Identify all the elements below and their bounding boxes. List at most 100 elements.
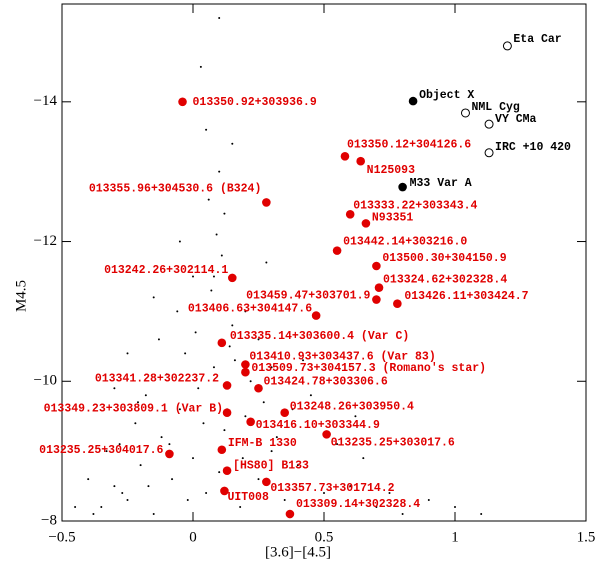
- point: [332, 246, 342, 255]
- point: [212, 366, 215, 369]
- point-label: UIT008: [227, 491, 269, 504]
- point: [231, 142, 234, 145]
- point: [207, 198, 210, 201]
- point: [134, 422, 137, 425]
- point: [105, 450, 108, 453]
- point-label: 013333.22+303343.4: [353, 199, 477, 212]
- point-label: 013235.25+304017.6: [39, 444, 163, 457]
- point: [217, 338, 227, 348]
- point-label: 013406.63+304147.6: [188, 303, 312, 316]
- point: [311, 311, 321, 320]
- point: [218, 16, 221, 19]
- point: [241, 457, 244, 460]
- point: [192, 457, 194, 460]
- point-label: [HS80] B133: [233, 460, 309, 473]
- point: [257, 478, 260, 481]
- point: [249, 380, 252, 383]
- point: [186, 499, 189, 502]
- point-label: N125093: [367, 164, 415, 177]
- point: [408, 96, 418, 106]
- point: [285, 509, 295, 519]
- point: [302, 359, 305, 362]
- point: [401, 513, 404, 516]
- point: [205, 492, 208, 495]
- point: [215, 233, 218, 236]
- point: [270, 366, 273, 369]
- point: [262, 198, 271, 207]
- point-label: 013349.23+303809.1 (Var B): [44, 403, 223, 416]
- point-label: 013442.14+303216.0: [343, 236, 467, 249]
- point: [427, 499, 430, 502]
- point-label: 013357.73+301714.2: [270, 482, 394, 495]
- point: [454, 506, 456, 509]
- point: [262, 401, 265, 404]
- point-label: 013350.92+303936.9: [193, 96, 317, 109]
- point: [241, 360, 250, 369]
- point: [223, 429, 226, 432]
- point: [340, 152, 350, 161]
- point: [192, 275, 194, 278]
- point: [100, 506, 103, 509]
- point-label: IFM-B 1330: [228, 437, 297, 450]
- point-label: 013242.26+302114.1: [104, 264, 228, 277]
- point: [374, 283, 384, 292]
- point: [228, 345, 231, 348]
- point: [139, 464, 142, 467]
- point: [228, 273, 237, 283]
- point: [393, 299, 402, 309]
- point: [178, 97, 187, 107]
- point: [231, 324, 234, 327]
- point: [147, 485, 150, 488]
- point: [323, 492, 325, 495]
- point-label: Eta Car: [513, 33, 561, 46]
- x-tick-label: 1.5: [577, 529, 596, 545]
- point: [126, 499, 129, 502]
- point: [372, 295, 381, 304]
- point-label: VY CMa: [495, 113, 537, 126]
- point: [296, 464, 299, 467]
- point: [361, 219, 371, 228]
- y-axis-label: M4.5: [13, 280, 29, 312]
- point: [398, 182, 407, 192]
- x-tick-label: 1: [451, 529, 459, 545]
- point: [480, 513, 483, 516]
- point-label: 013410.93+303437.6 (Var 83): [249, 351, 435, 364]
- x-tick-label: −0.5: [48, 529, 75, 545]
- point-label: 013459.47+303701.9: [246, 290, 370, 303]
- point: [121, 492, 124, 495]
- y-tick-label: −8: [41, 512, 57, 528]
- point-label: 013235.25+303017.6: [331, 436, 455, 449]
- point: [388, 492, 391, 495]
- y-tick-label: −14: [34, 93, 58, 109]
- point-label: 013355.96+304530.6 (B324): [89, 182, 262, 195]
- point: [113, 485, 116, 488]
- point: [199, 65, 202, 68]
- point: [356, 156, 365, 166]
- point: [171, 478, 174, 481]
- y-tick-label: −12: [34, 233, 57, 249]
- point: [218, 471, 221, 474]
- point: [257, 338, 260, 341]
- point: [176, 310, 179, 313]
- point-label: 013309.14+302328.4: [296, 498, 420, 511]
- point: [118, 443, 121, 446]
- point: [160, 436, 163, 439]
- point: [322, 430, 331, 439]
- point: [372, 261, 381, 271]
- point: [168, 443, 171, 446]
- point: [244, 415, 247, 418]
- point: [244, 310, 247, 313]
- point: [270, 450, 273, 453]
- point: [165, 373, 168, 376]
- point: [202, 422, 205, 425]
- point: [291, 408, 294, 411]
- point: [222, 408, 232, 418]
- point: [197, 387, 200, 390]
- point: [262, 477, 271, 487]
- point: [178, 408, 181, 411]
- point-label: 013248.26+303950.4: [290, 401, 414, 414]
- point: [375, 506, 378, 509]
- point: [144, 394, 147, 397]
